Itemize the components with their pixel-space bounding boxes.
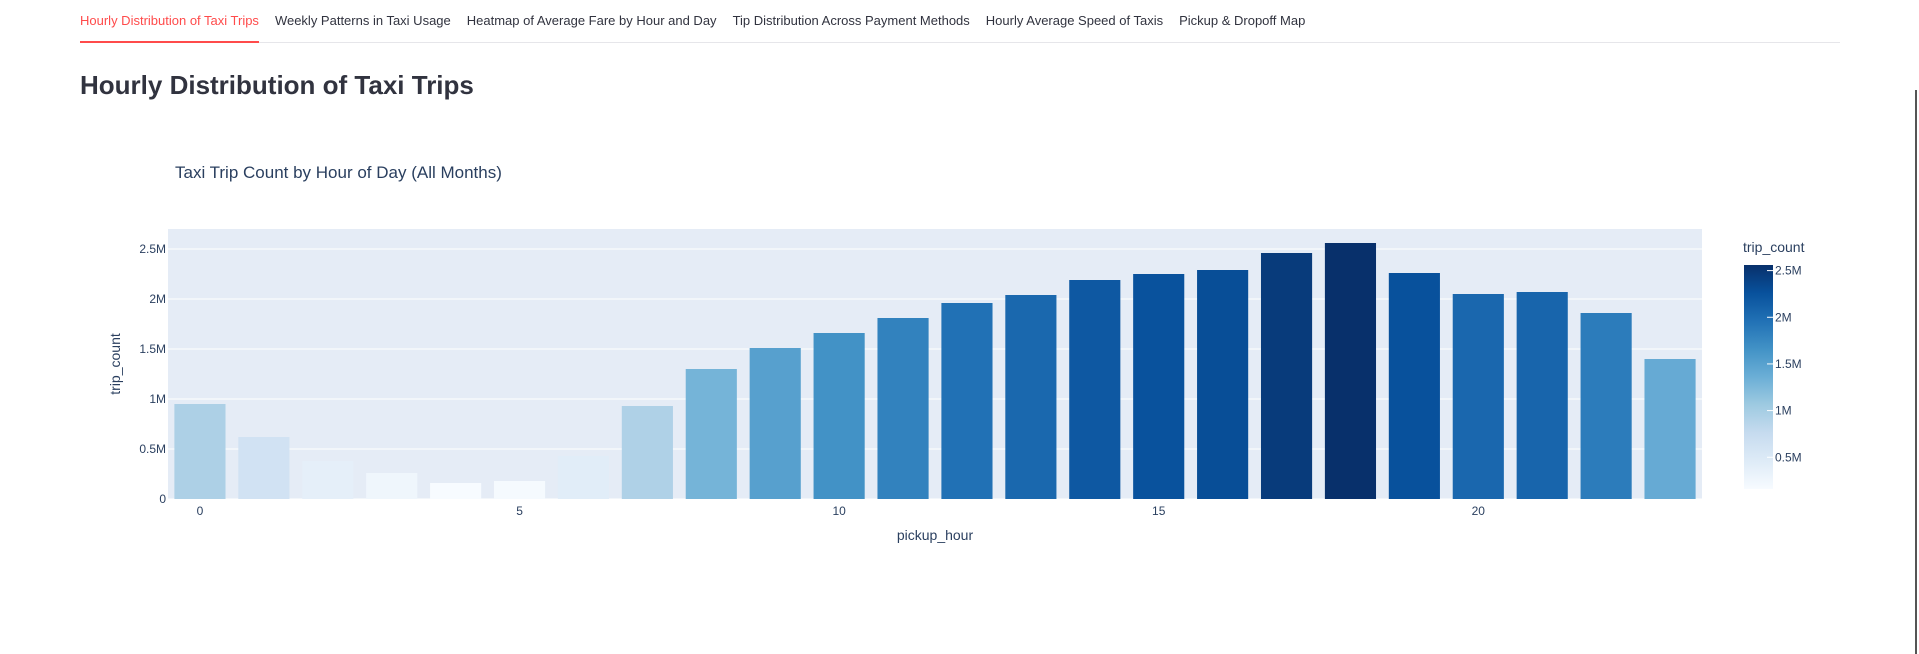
tab-hourly-distribution[interactable]: Hourly Distribution of Taxi Trips — [80, 0, 259, 43]
colorbar-tick-label: 1.5M — [1775, 357, 1802, 371]
bar-hour-8[interactable] — [685, 369, 737, 499]
tab-weekly-patterns[interactable]: Weekly Patterns in Taxi Usage — [274, 13, 451, 28]
bar-hour-14[interactable] — [1069, 280, 1121, 499]
x-axis-ticks: 0 5 10 15 20 — [197, 504, 1486, 518]
bar-hour-7[interactable] — [621, 406, 673, 499]
page-title: Hourly Distribution of Taxi Trips — [80, 70, 474, 100]
bar-hour-23[interactable] — [1644, 359, 1696, 499]
y-tick-label: 1.5M — [139, 342, 166, 356]
bar-hour-16[interactable] — [1197, 270, 1249, 499]
x-tick-label: 10 — [832, 504, 846, 518]
tab-pickup-dropoff-map[interactable]: Pickup & Dropoff Map — [1179, 13, 1306, 28]
bar-hour-20[interactable] — [1452, 294, 1504, 499]
x-tick-label: 0 — [197, 504, 204, 518]
bar-hour-21[interactable] — [1516, 292, 1568, 499]
bar-hour-13[interactable] — [1005, 295, 1057, 499]
bar-hour-9[interactable] — [749, 348, 801, 499]
colorbar-tick-label: 1M — [1775, 404, 1792, 418]
bar-hour-0[interactable] — [174, 404, 226, 499]
colorbar-tick-label: 0.5M — [1775, 450, 1802, 464]
bar-hour-17[interactable] — [1260, 253, 1313, 499]
y-axis-ticks: 0 0.5M 1M 1.5M 2M 2.5M — [139, 242, 166, 506]
bar-hour-22[interactable] — [1580, 313, 1632, 499]
y-axis-label: trip_count — [107, 333, 123, 395]
colorbar-ticks: 0.5M 1M 1.5M 2M 2.5M — [1767, 264, 1802, 464]
bar-hour-5[interactable] — [493, 481, 546, 499]
colorbar — [1744, 265, 1773, 489]
plot-area — [168, 229, 1702, 499]
y-tick-label: 0.5M — [139, 442, 166, 456]
chart-title: Taxi Trip Count by Hour of Day (All Mont… — [175, 163, 502, 182]
gridlines — [168, 248, 1702, 500]
bar-hour-11[interactable] — [877, 318, 929, 499]
y-tick-label: 2M — [149, 292, 166, 306]
colorbar-title: trip_count — [1743, 239, 1805, 255]
tab-bar: Hourly Distribution of Taxi Trips Weekly… — [80, 0, 1840, 43]
colorbar-tick-label: 2M — [1775, 310, 1792, 324]
y-tick-label: 1M — [149, 392, 166, 406]
y-tick-label: 0 — [159, 492, 166, 506]
tab-fare-heatmap[interactable]: Heatmap of Average Fare by Hour and Day — [466, 13, 717, 28]
x-axis-label: pickup_hour — [897, 527, 974, 543]
bar-hour-2[interactable] — [302, 461, 354, 499]
bar-hour-19[interactable] — [1388, 273, 1440, 499]
bars — [174, 243, 1696, 499]
bar-hour-15[interactable] — [1133, 274, 1185, 499]
bar-hour-10[interactable] — [813, 333, 865, 499]
x-tick-label: 15 — [1152, 504, 1166, 518]
bar-hour-4[interactable] — [430, 483, 482, 499]
tab-tip-distribution[interactable]: Tip Distribution Across Payment Methods — [732, 13, 970, 28]
colorbar-tick-label: 2.5M — [1775, 264, 1802, 278]
bar-hour-12[interactable] — [941, 303, 993, 499]
tab-average-speed[interactable]: Hourly Average Speed of Taxis — [985, 13, 1164, 28]
x-tick-label: 5 — [516, 504, 523, 518]
y-tick-label: 2.5M — [139, 242, 166, 256]
bar-hour-3[interactable] — [366, 473, 418, 499]
bar-hour-1[interactable] — [238, 437, 290, 499]
page-scrollbar[interactable] — [1915, 90, 1917, 654]
bar-hour-6[interactable] — [557, 456, 610, 499]
bar-hour-18[interactable] — [1324, 243, 1377, 499]
x-tick-label: 20 — [1472, 504, 1486, 518]
